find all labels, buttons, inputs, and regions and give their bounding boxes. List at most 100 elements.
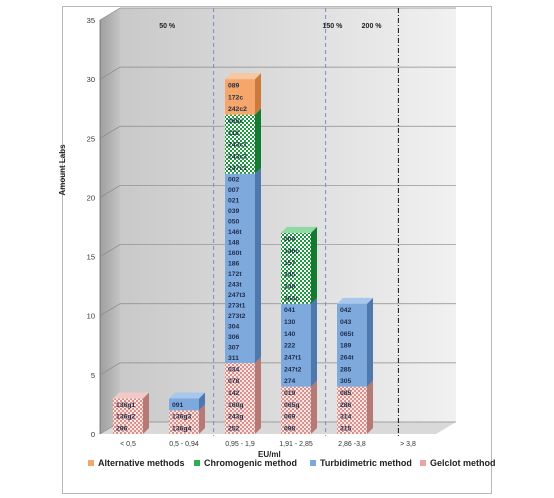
gridline-side [99, 303, 121, 317]
lab-code-label: 306 [228, 334, 240, 341]
lab-code-label: 065g [284, 402, 300, 409]
lab-code-label: 002 [228, 176, 240, 183]
bar-segment-side [311, 297, 317, 387]
x-tick-label: 0,5 - 0,94 [169, 441, 199, 448]
gridline-side [99, 244, 121, 257]
legend-item-gelclot: Gelclot method [420, 458, 496, 468]
lab-code-label: 311 [228, 355, 239, 362]
bar-segment [225, 363, 255, 434]
lab-code-label: 042 [340, 307, 352, 314]
bar-segment [113, 398, 143, 434]
bar-segment [169, 410, 199, 434]
lab-code-label: 285 [340, 366, 352, 373]
lab-code-label: 065t [340, 331, 354, 338]
lab-code-label: 140 [284, 331, 296, 338]
lab-code-label: 021 [228, 197, 240, 204]
lab-code-label: 069 [284, 414, 296, 421]
lab-code-label: 130 [284, 319, 296, 326]
percent-annotation: 200 % [362, 23, 383, 30]
bar-segment-side [255, 357, 261, 434]
lab-code-label: 004 [284, 236, 296, 243]
percent-annotation: 50 % [159, 23, 176, 30]
bar-segment [225, 114, 255, 174]
x-tick-label: 1,91 - 2,85 [279, 441, 313, 448]
bar-segment [337, 386, 367, 434]
lab-code-label: 078 [228, 378, 240, 385]
lab-code-label: 050 [228, 218, 240, 225]
lab-code-label: 248 [284, 284, 296, 291]
bar-segment-side [199, 392, 205, 411]
lab-code-label: 136g4 [172, 425, 191, 432]
lab-code-label: 136g1 [116, 402, 135, 409]
y-tick-label: 15 [87, 253, 95, 262]
y-tick-label: 25 [87, 134, 95, 143]
y-tick-label: 10 [87, 312, 95, 321]
lab-code-label: 252 [228, 425, 240, 432]
lab-code-label: 304 [228, 324, 240, 331]
x-tick-label: 2,86 -3,8 [338, 441, 366, 448]
y-tick-label: 30 [87, 75, 95, 84]
bar-segment [169, 398, 199, 411]
lab-code-label: 085 [340, 390, 352, 397]
bar-segment-side [311, 226, 317, 304]
legend-item-chromogenic: Chromogenic method [194, 458, 297, 468]
lab-code-label: 136g3 [172, 414, 191, 421]
lab-code-label: 296 [116, 425, 128, 432]
lab-code-label: 314 [340, 414, 352, 421]
x-tick-label: < 0,5 [120, 441, 136, 448]
lab-code-label: 273t2 [228, 313, 246, 320]
legend-swatch-gelclot [420, 460, 426, 466]
lab-code-label: 247t1 [284, 354, 302, 361]
gridline-side [99, 125, 121, 139]
lab-code-label: 243g [228, 414, 244, 421]
lab-code-label: 041 [284, 307, 296, 314]
bar-segment-side [255, 167, 261, 364]
bar-segment-top [113, 392, 149, 399]
lab-code-label: 222 [284, 343, 296, 350]
lab-code-label: 118 [228, 130, 239, 137]
y-axis-label: Amount Labs [58, 144, 67, 196]
lab-code-label: 286 [340, 402, 352, 409]
bar-segment [281, 386, 311, 434]
bar-segment [281, 232, 311, 304]
lab-code-label: 043 [340, 319, 352, 326]
gridline-side [99, 185, 121, 198]
gridline-side [99, 7, 121, 21]
lab-code-label: 089 [228, 82, 240, 89]
x-axis-label: EU/ml [258, 450, 281, 459]
bar-segment-side [367, 380, 373, 434]
lab-code-label: 160g [228, 402, 244, 409]
legend-label-turbidimetric: Turbidimetric method [320, 458, 412, 468]
gridline-side [99, 362, 121, 376]
lab-code-label: 034 [228, 366, 240, 373]
side-wall [100, 8, 120, 434]
bar-segment-side [367, 297, 373, 387]
lab-code-label: 264t [340, 354, 354, 361]
bar-segment [225, 173, 255, 364]
lab-code-label: 245 [284, 272, 296, 279]
lab-code-label: 274 [284, 378, 296, 385]
lab-code-label: 142 [228, 390, 240, 397]
bar-segment-top [337, 297, 373, 304]
legend-swatch-chromogenic [194, 460, 200, 466]
legend-swatch-turbidimetric [310, 460, 316, 466]
percent-annotation: 150 % [322, 23, 343, 30]
lab-code-label: 247t3 [228, 292, 246, 299]
x-tick-label: > 3,8 [400, 441, 416, 448]
lab-code-label: 186 [228, 261, 240, 268]
floor [100, 422, 456, 434]
lab-code-label: 148 [228, 239, 240, 246]
bar-segment-side [199, 404, 205, 434]
bar-segment-top [281, 226, 317, 233]
lab-code-label: 091 [172, 402, 184, 409]
bar-segment-side [255, 73, 261, 115]
bar-segment-top [225, 73, 261, 80]
legend: Alternative methods Chromogenic method T… [88, 458, 508, 474]
lab-code-label: 065c [228, 118, 243, 125]
lab-code-label: 160t [228, 250, 242, 257]
lab-code-label: 019 [284, 390, 296, 397]
lab-code-label: 305 [340, 378, 352, 385]
lab-code-label: 136g2 [116, 414, 135, 421]
lab-code-label: 189 [340, 343, 352, 350]
